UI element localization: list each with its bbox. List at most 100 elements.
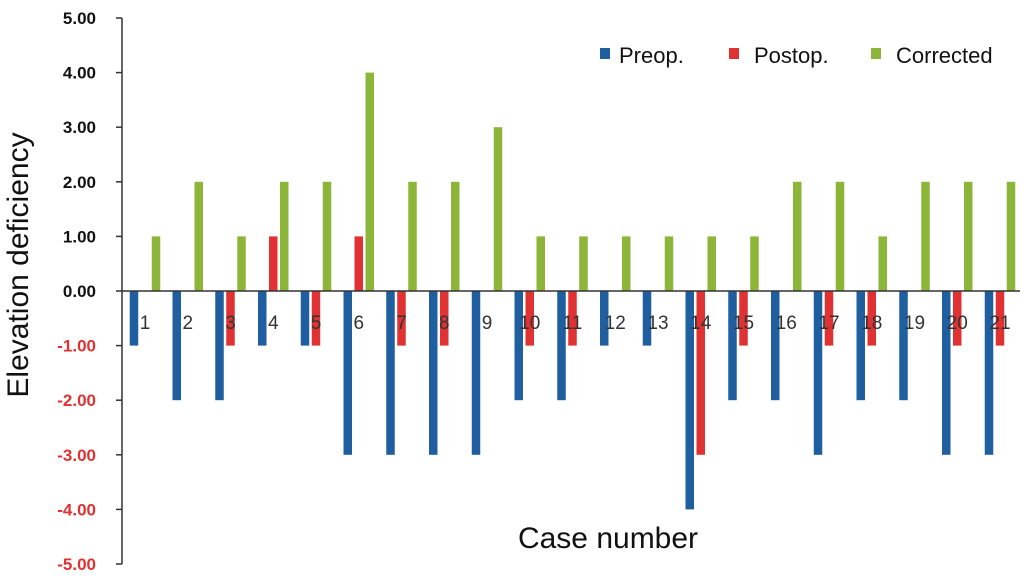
y-axis-label: Elevation deficiency bbox=[2, 132, 35, 397]
legend-label: Corrected bbox=[896, 43, 993, 68]
bar-corrected-case-8 bbox=[451, 181, 460, 291]
legend-label: Postop. bbox=[754, 43, 829, 68]
bar-preop-case-18 bbox=[856, 291, 865, 401]
category-label: 3 bbox=[225, 313, 236, 334]
category-label: 6 bbox=[353, 313, 364, 334]
x-axis-label: Case number bbox=[518, 522, 698, 555]
legend: Preop. Postop. Corrected bbox=[600, 43, 993, 68]
category-label: 18 bbox=[861, 313, 882, 334]
y-tick-label: 0.00 bbox=[63, 282, 96, 301]
bar-preop-case-19 bbox=[899, 291, 908, 401]
bar-postop-case-10 bbox=[525, 291, 534, 346]
category-label: 2 bbox=[182, 313, 193, 334]
bar-preop-case-21 bbox=[984, 291, 994, 455]
bar-corrected-case-7 bbox=[408, 181, 417, 291]
legend-swatch bbox=[871, 48, 881, 59]
bar-corrected-case-16 bbox=[793, 181, 802, 291]
bar-corrected-case-6 bbox=[365, 72, 374, 291]
bar-corrected-case-10 bbox=[536, 236, 545, 291]
y-tick-label: -3.00 bbox=[57, 446, 96, 465]
category-label: 8 bbox=[439, 313, 450, 334]
legend-label: Preop. bbox=[619, 43, 684, 68]
category-label: 17 bbox=[818, 313, 839, 334]
bar-corrected-case-11 bbox=[579, 236, 588, 291]
bar-preop-case-4 bbox=[258, 291, 267, 346]
bar-preop-case-2 bbox=[172, 291, 181, 401]
bar-corrected-case-14 bbox=[707, 236, 716, 291]
category-label: 15 bbox=[733, 313, 754, 334]
bar-corrected-case-2 bbox=[194, 181, 203, 291]
bar-corrected-case-19 bbox=[921, 181, 930, 291]
bar-postop-case-15 bbox=[739, 291, 748, 346]
category-label: 11 bbox=[563, 313, 583, 334]
bar-preop-case-3 bbox=[215, 291, 224, 401]
category-label: 5 bbox=[311, 313, 322, 334]
category-label: 9 bbox=[482, 313, 493, 334]
category-labels: 1 2 3 4 5 6 7 8 9 10 11 12 13 14 15 16 17 18 19 20 21 bbox=[140, 313, 1011, 334]
bar-preop-case-20 bbox=[942, 291, 951, 455]
category-label: 14 bbox=[690, 313, 712, 334]
bar-preop-case-8 bbox=[429, 291, 438, 455]
y-tick-label: 5.00 bbox=[63, 9, 96, 28]
y-tick-label: 2.00 bbox=[63, 173, 96, 192]
bar-postop-case-5 bbox=[311, 291, 321, 346]
bar-corrected-case-3 bbox=[237, 236, 246, 291]
bar-preop-case-12 bbox=[600, 291, 609, 346]
category-label: 1 bbox=[140, 313, 151, 334]
category-label: 12 bbox=[605, 313, 626, 334]
bar-corrected-case-1 bbox=[151, 236, 161, 291]
bars-group bbox=[129, 72, 1016, 510]
bar-corrected-case-21 bbox=[1006, 181, 1016, 291]
category-label: 4 bbox=[268, 313, 279, 334]
bar-corrected-case-5 bbox=[322, 181, 332, 291]
category-label: 7 bbox=[396, 313, 407, 334]
bar-postop-case-7 bbox=[397, 291, 406, 346]
bar-corrected-case-18 bbox=[878, 236, 887, 291]
bar-preop-case-6 bbox=[343, 291, 352, 455]
bar-preop-case-5 bbox=[300, 291, 310, 346]
bar-postop-case-21 bbox=[995, 291, 1005, 346]
legend-swatch bbox=[600, 48, 610, 59]
y-tick-label: 3.00 bbox=[63, 118, 96, 137]
y-tick-label: -5.00 bbox=[57, 555, 96, 574]
legend-swatch bbox=[729, 48, 739, 59]
bar-postop-case-4 bbox=[269, 236, 278, 291]
bar-postop-case-6 bbox=[354, 236, 363, 291]
bar-corrected-case-17 bbox=[835, 181, 845, 291]
category-label: 10 bbox=[519, 313, 540, 334]
bar-corrected-case-4 bbox=[280, 181, 289, 291]
bar-postop-case-17 bbox=[824, 291, 834, 346]
bar-postop-case-3 bbox=[226, 291, 235, 346]
bar-preop-case-14 bbox=[685, 291, 694, 510]
category-label: 20 bbox=[947, 313, 968, 334]
category-label: 16 bbox=[776, 313, 797, 334]
bar-postop-case-11 bbox=[568, 291, 577, 346]
bar-preop-case-1 bbox=[129, 291, 139, 346]
category-label: 13 bbox=[647, 313, 668, 334]
bar-postop-case-18 bbox=[867, 291, 876, 346]
category-label: 19 bbox=[904, 313, 925, 334]
y-tick-label: -2.00 bbox=[57, 391, 96, 410]
bar-corrected-case-12 bbox=[622, 236, 631, 291]
y-tick-label: -4.00 bbox=[57, 500, 96, 519]
bar-preop-case-16 bbox=[771, 291, 780, 401]
y-tick-label: 1.00 bbox=[63, 227, 96, 246]
bar-postop-case-8 bbox=[440, 291, 449, 346]
bar-corrected-case-15 bbox=[750, 236, 759, 291]
y-tick-label: 4.00 bbox=[63, 64, 96, 83]
y-tick-group: 5.00 4.00 3.00 2.00 1.00 0.00 -1.00 -2.00 -3.00 -… bbox=[57, 9, 122, 574]
bar-preop-case-11 bbox=[557, 291, 566, 401]
category-label: 21 bbox=[989, 313, 1010, 334]
bar-corrected-case-13 bbox=[664, 236, 674, 291]
bar-preop-case-9 bbox=[471, 291, 481, 455]
bar-preop-case-13 bbox=[642, 291, 652, 346]
bar-preop-case-10 bbox=[514, 291, 523, 401]
bar-preop-case-15 bbox=[728, 291, 737, 401]
bar-postop-case-14 bbox=[696, 291, 705, 455]
y-tick-label: -1.00 bbox=[57, 337, 96, 356]
bar-preop-case-7 bbox=[386, 291, 395, 455]
bar-postop-case-20 bbox=[953, 291, 962, 346]
bar-preop-case-17 bbox=[813, 291, 823, 455]
bar-corrected-case-20 bbox=[964, 181, 973, 291]
